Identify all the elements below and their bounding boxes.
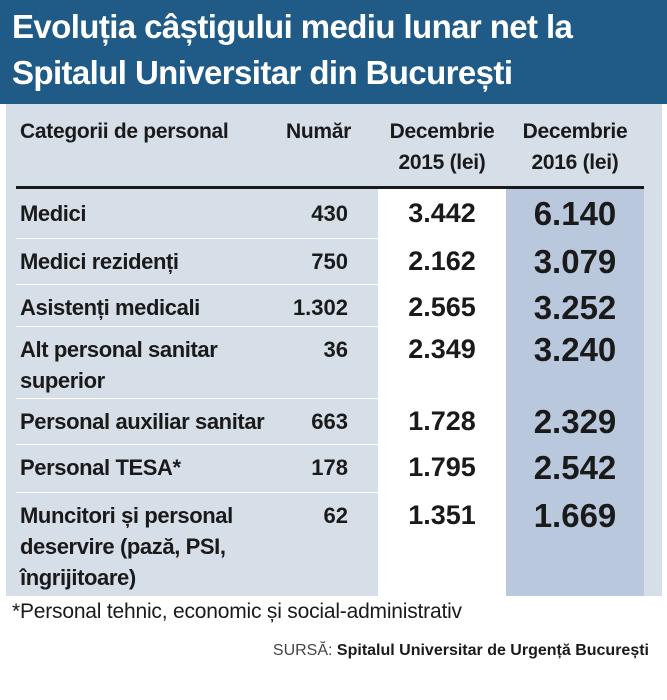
cell-dec-2015: 3.442 bbox=[408, 198, 476, 228]
cell-category: Asistenți medicali bbox=[20, 292, 200, 323]
column-2015-background bbox=[378, 186, 506, 596]
cell-dec-2015: 2.162 bbox=[408, 246, 476, 276]
cell-count: 178 bbox=[311, 455, 348, 480]
row-separator bbox=[16, 398, 378, 399]
cell-category-line: Personal auxiliar sanitar bbox=[20, 409, 265, 434]
header-category: Categorii de personal bbox=[20, 120, 229, 143]
cell-dec-2016: 3.079 bbox=[533, 243, 617, 280]
title-line-1: Evoluția câștigului mediu lunar net la bbox=[12, 8, 573, 45]
row-separator bbox=[16, 492, 378, 493]
cell-count: 62 bbox=[323, 503, 348, 528]
cell-dec-2016: 6.140 bbox=[533, 195, 617, 232]
cell-count: 36 bbox=[323, 337, 348, 362]
cell-category-line: Asistenți medicali bbox=[20, 295, 200, 320]
source-label: SURSĂ: bbox=[272, 642, 333, 659]
cell-category: Medici bbox=[20, 198, 86, 229]
cell-category-line: deservire (pază, PSI, bbox=[20, 534, 226, 559]
row-separator bbox=[16, 284, 378, 285]
header-dec-2016-line-2: 2016 (lei) bbox=[531, 151, 619, 174]
cell-dec-2016: 2.542 bbox=[533, 449, 617, 486]
row-separator bbox=[16, 444, 378, 445]
cell-dec-2016: 3.252 bbox=[533, 289, 617, 326]
cell-dec-2015: 1.795 bbox=[408, 452, 476, 482]
cell-category-line: Muncitori și personal bbox=[20, 503, 233, 528]
cell-dec-2016: 1.669 bbox=[533, 497, 617, 534]
cell-count: 663 bbox=[311, 409, 348, 434]
cell-dec-2015: 2.349 bbox=[408, 334, 476, 364]
cell-dec-2015: 1.351 bbox=[408, 500, 476, 530]
cell-dec-2015: 2.565 bbox=[408, 292, 476, 322]
cell-count: 1.302 bbox=[292, 295, 348, 320]
source-line: SURSĂ: Spitalul Universitar de Urgență B… bbox=[273, 642, 649, 660]
cell-category-line: Medici rezidenți bbox=[20, 249, 179, 274]
cell-category-line: Medici bbox=[20, 201, 87, 226]
header-count: Număr bbox=[286, 120, 352, 143]
title-line-2: Spitalul Universitar din București bbox=[12, 54, 513, 91]
header-dec-2015: Decembrie 2015 (lei) bbox=[378, 116, 506, 178]
title-band: Evoluția câștigului mediu lunar net la S… bbox=[0, 0, 667, 104]
cell-category: Alt personal sanitar superior bbox=[20, 334, 218, 396]
header-dec-2015-line-1: Decembrie bbox=[389, 120, 495, 143]
source-value: Spitalul Universitar de Urgență Bucureșt… bbox=[336, 642, 649, 659]
cell-category-line: îngrijitoare) bbox=[20, 565, 136, 590]
header-dec-2016: Decembrie 2016 (lei) bbox=[506, 116, 644, 178]
column-2016-background bbox=[506, 186, 644, 596]
salary-table: Categorii de personal Număr Decembrie 20… bbox=[6, 104, 662, 596]
header-dec-2016-line-1: Decembrie bbox=[522, 120, 628, 143]
cell-category-line: superior bbox=[20, 368, 105, 393]
footnote: *Personal tehnic, economic și social-adm… bbox=[12, 600, 462, 623]
cell-category: Personal auxiliar sanitar bbox=[20, 406, 265, 437]
cell-count: 430 bbox=[311, 201, 348, 226]
cell-dec-2016: 3.240 bbox=[533, 331, 617, 368]
cell-category-line: Personal TESA* bbox=[20, 455, 181, 480]
cell-category: Personal TESA* bbox=[20, 452, 181, 483]
header-dec-2015-line-2: 2015 (lei) bbox=[398, 151, 486, 174]
cell-category: Muncitori și personal deservire (pază, PS… bbox=[20, 500, 233, 593]
cell-count: 750 bbox=[311, 249, 348, 274]
row-separator bbox=[16, 326, 378, 327]
cell-dec-2015: 1.728 bbox=[408, 406, 476, 436]
header-divider bbox=[16, 186, 644, 189]
cell-category: Medici rezidenți bbox=[20, 246, 179, 277]
row-separator bbox=[16, 238, 378, 239]
cell-dec-2016: 2.329 bbox=[533, 403, 617, 440]
cell-category-line: Alt personal sanitar bbox=[20, 337, 218, 362]
